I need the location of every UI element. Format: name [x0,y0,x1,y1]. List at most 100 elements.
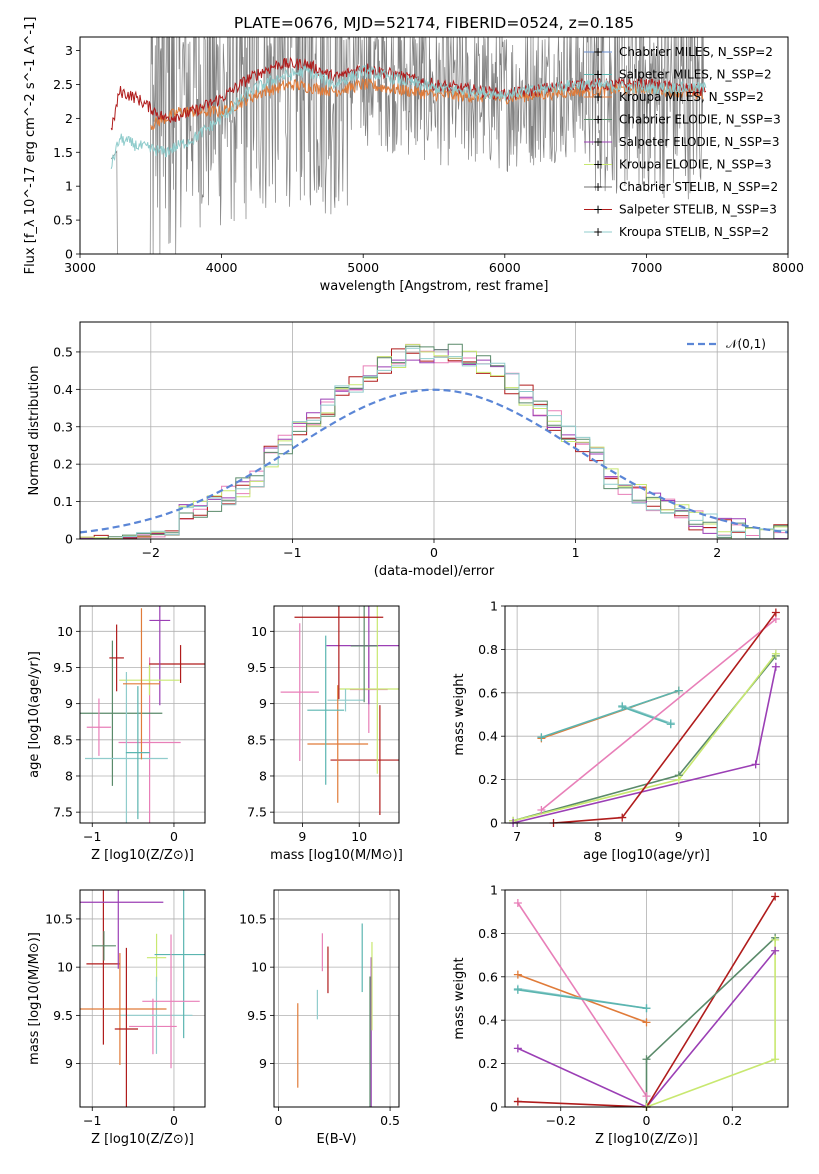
y-tick-label: 9 [259,696,267,711]
series-line [541,689,680,739]
series-line [646,939,776,1107]
x-axis-label: Z [log10(Z/Z⊙)] [595,1132,698,1147]
y-tick-label: 0 [490,816,498,831]
x-axis-label: mass [log10(M/M⊙)] [270,848,403,863]
legend-marker: + [593,113,603,127]
x-tick-label: 4000 [206,260,238,275]
x-tick-label: −1 [83,1113,101,1128]
x-axis-label: Z [log10(Z/Z⊙)] [91,848,194,863]
axes-frame [79,36,789,255]
y-tick-label: 1 [65,179,73,194]
data-point [513,985,522,994]
y-tick-label: 9 [65,696,73,711]
y-tick-label: 1 [490,883,498,898]
legend-marker: + [593,68,603,82]
plot-area [110,37,707,254]
y-tick-label: 9.5 [53,660,73,675]
axes-frame [79,605,206,824]
chart-massweight-vs-age: 7 8 9 10 0 0.2 0.4 0.6 0.8 1 age [log10(age/yr)] ma… [452,599,789,863]
y-tick-label: 10 [251,960,267,975]
y-tick-label: 0.4 [478,729,498,744]
y-axis-label: mass [log10(M/M⊙)] [27,932,42,1065]
y-tick-label: 10 [57,960,73,975]
data-point [642,1055,651,1064]
chart-residuals: 𝒩(0,1) −2 −1 0 1 2 0 0.1 0.2 0.3 0.4 0.5 (data-model… [27,321,789,579]
data-point [537,733,546,742]
plot-area [274,890,399,1107]
data-point [771,946,780,955]
y-tick-label: 0.2 [478,1056,498,1071]
series-line [517,896,776,1107]
y-tick-label: 1.5 [53,145,73,160]
x-tick-label: 0 [643,1113,651,1128]
y-tick-label: 10 [251,624,267,639]
data-point [642,1004,651,1013]
x-tick-label: 6000 [489,260,521,275]
x-tick-label: 7 [513,829,521,844]
data-point [771,662,780,671]
data-point [513,970,522,979]
y-tick-label: 8.5 [53,732,73,747]
data-point [513,899,522,908]
residual-histogram [80,347,788,539]
y-tick-label: 2 [65,111,73,126]
chart-spectrum: + Chabrier MILES, N_SSP=2 + Salpeter MILES,… [23,14,804,294]
y-tick-label: 0.4 [478,1013,498,1028]
series-line [621,705,672,724]
y-tick-label: 7.5 [247,805,267,820]
y-axis-label: mass weight [452,673,467,755]
y-tick-label: 0.5 [53,213,73,228]
data-point [537,805,546,814]
y-tick-label: 0.1 [53,494,73,509]
legend-marker: + [593,45,603,59]
legend-marker: + [593,203,603,217]
x-tick-label: 1 [572,545,580,560]
chart-massweight-vs-Z: −0.2 0 0.2 0 0.2 0.4 0.6 0.8 1 Z [log10(Z/Z⊙)] mas… [452,883,789,1147]
legend-entry: Salpeter ELODIE, N_SSP=3 [619,135,780,149]
plot-area [80,322,788,539]
x-tick-label: −1 [83,829,101,844]
y-tick-label: 0 [490,1100,498,1115]
data-point [666,720,675,729]
x-axis-label: E(B-V) [316,1132,356,1147]
legend-marker: + [593,158,603,172]
y-tick-label: 0.3 [53,419,73,434]
data-point [513,1044,522,1053]
y-tick-label: 7.5 [53,805,73,820]
y-tick-label: 0.5 [53,344,73,359]
plot-area [505,890,788,1107]
legend-marker: + [593,90,603,104]
y-tick-label: 9 [259,1056,267,1071]
legend-marker: + [593,180,603,194]
legend-marker: + [593,225,603,239]
x-tick-label: 0 [170,829,178,844]
axes-frame [273,605,400,824]
x-tick-label: 2 [713,545,721,560]
chart-age-vs-mass: 9 10 7.5 8 8.5 9 9.5 10 mass [log10(M/M⊙)] [247,605,403,863]
x-tick-label: 10 [351,829,367,844]
plot-area [274,606,399,823]
y-tick-label: 0 [65,532,73,547]
x-tick-label: 0.5 [380,1113,400,1128]
y-tick-label: 0.8 [478,642,498,657]
y-tick-label: 2.5 [53,77,73,92]
legend-entry: Kroupa ELODIE, N_SSP=3 [619,158,772,172]
y-tick-label: 0.6 [478,685,498,700]
x-tick-label: 5000 [347,260,379,275]
y-tick-label: 0 [65,247,73,262]
data-point [618,702,627,711]
y-axis-label: Normed distribution [27,366,42,496]
x-axis-label: (data-model)/error [374,564,495,579]
x-tick-label: −0.2 [546,1113,576,1128]
x-tick-label: 8000 [772,260,804,275]
data-point [771,608,780,617]
x-tick-label: 0 [274,1113,282,1128]
x-tick-label: 0.2 [722,1113,742,1128]
y-tick-label: 10.5 [239,911,267,926]
series-line [621,706,672,726]
y-tick-label: 8.5 [247,732,267,747]
plot-area [80,890,205,1107]
series-line [512,655,777,822]
data-spectrum-line [110,37,706,254]
